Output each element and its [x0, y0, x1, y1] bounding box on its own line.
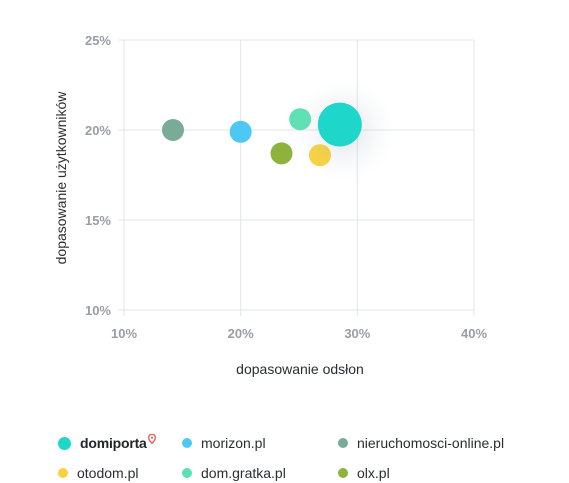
legend: domiporta morizon.pl nieruchomosci-onlin… — [58, 433, 558, 483]
x-tick-label: 10% — [111, 326, 137, 341]
x-tick-label: 20% — [228, 326, 254, 341]
legend-item-dom-gratka: dom.gratka.pl — [182, 463, 338, 483]
domiporta-logo: domiporta — [80, 433, 156, 451]
point-domiporta — [317, 102, 362, 147]
domiporta-logo-text: domiporta — [80, 435, 147, 451]
point-morizon-pl — [229, 120, 252, 143]
tick-labels: 10% 20% 30% 40% 25% 20% 15% 10% — [85, 33, 487, 341]
grid-lines — [118, 39, 475, 316]
y-tick-label: 25% — [85, 33, 111, 48]
map-pin-icon — [147, 433, 156, 444]
x-axis-label: dopasowanie odsłon — [236, 361, 364, 377]
legend-label-otodom: otodom.pl — [77, 465, 139, 481]
x-tick-label: 40% — [461, 326, 487, 341]
legend-item-domiporta: domiporta — [58, 433, 182, 453]
legend-item-otodom: otodom.pl — [58, 463, 182, 483]
data-points — [162, 80, 395, 182]
point-nieruchomosci-online-pl — [162, 119, 184, 141]
y-tick-label: 20% — [85, 123, 111, 138]
legend-dot-nieruchomosci-online — [338, 438, 348, 448]
y-axis-label: dopasowanie użytkowników — [53, 91, 69, 265]
y-tick-label: 15% — [85, 213, 111, 228]
legend-label-olx: olx.pl — [357, 465, 390, 481]
legend-label-morizon: morizon.pl — [201, 435, 266, 451]
scatter-chart: 10% 20% 30% 40% 25% 20% 15% 10% dopasowanie ods… — [53, 33, 487, 377]
legend-dot-morizon — [182, 438, 192, 448]
legend-dot-domiporta — [58, 436, 71, 450]
legend-dot-dom-gratka — [182, 468, 192, 478]
legend-label-dom-gratka: dom.gratka.pl — [201, 465, 286, 481]
legend-item-nieruchomosci-online: nieruchomosci-online.pl — [338, 433, 548, 453]
legend-item-olx: olx.pl — [338, 463, 548, 483]
y-tick-label: 10% — [85, 303, 111, 318]
point-olx-pl — [270, 142, 293, 165]
legend-label-nieruchomosci-online: nieruchomosci-online.pl — [357, 435, 505, 451]
x-tick-label: 30% — [344, 326, 370, 341]
legend-item-morizon: morizon.pl — [182, 433, 338, 453]
legend-dot-olx — [338, 468, 348, 478]
legend-dot-otodom — [58, 468, 68, 478]
